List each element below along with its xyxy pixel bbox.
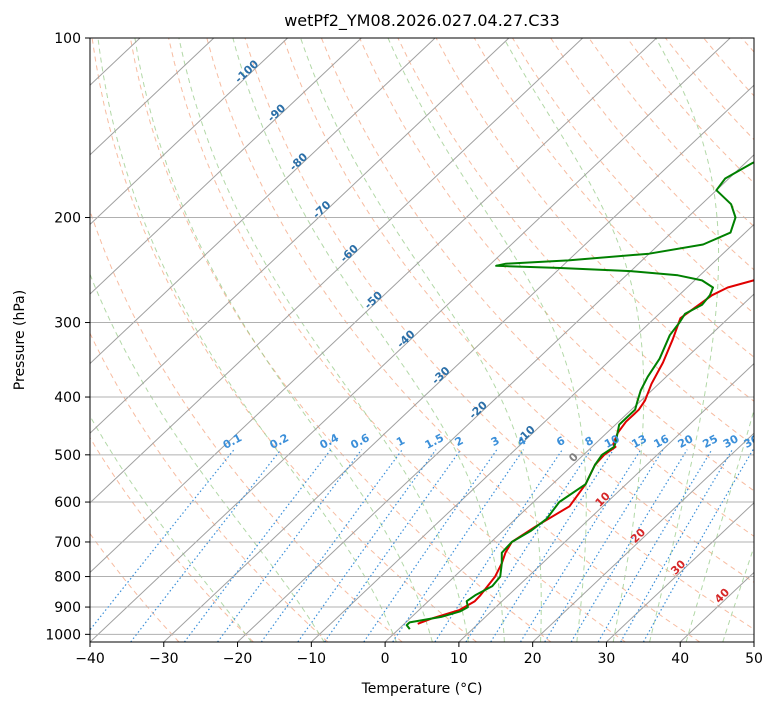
y-tick-label: 800: [54, 570, 81, 586]
mixing-ratio-line: [130, 449, 282, 642]
isotherm-line: [384, 293, 754, 642]
mixing-ratio-line: [597, 449, 713, 642]
y-tick-label: 400: [54, 390, 81, 406]
y-tick-label: 300: [54, 316, 81, 332]
x-tick-label: 40: [671, 651, 689, 667]
isotherm-line: [90, 38, 584, 504]
isotherm-line: [606, 502, 754, 642]
x-tick-label: 10: [450, 651, 468, 667]
dry-adiabat: [129, 38, 552, 642]
moist-adiabat: [300, 38, 542, 642]
isotherm-line: [310, 223, 754, 642]
plot-background: [90, 38, 754, 642]
isotherm-line: [90, 38, 436, 365]
mixing-ratio-label: 36: [742, 432, 762, 451]
y-tick-label: 700: [54, 535, 81, 551]
isotherm-line: [163, 84, 754, 642]
x-tick-label: −30: [149, 651, 179, 667]
temperature-profile: [417, 279, 754, 625]
x-tick-label: 30: [598, 651, 616, 667]
moist-adiabat: [134, 38, 433, 642]
mixing-ratio-label: 10: [602, 432, 622, 451]
moist-adiabat: [90, 272, 325, 642]
mixing-ratio-line: [434, 449, 563, 642]
moist-adiabat: [178, 38, 469, 642]
dry-adiabat: [359, 38, 754, 492]
y-tick-label: 500: [54, 448, 81, 464]
dry-adiabat: [320, 38, 754, 537]
plot-frame: [89, 37, 755, 643]
dry-adiabat: [397, 38, 754, 447]
isotherm-line: [458, 362, 754, 642]
isotherm-line: [90, 38, 657, 574]
mixing-ratio-line: [465, 449, 592, 642]
isotherm-line: [753, 641, 754, 642]
axis-ticks: −40 −30 −20 −10 0 10 20 30 40 50 100 200 300 400 500 60…: [45, 31, 763, 667]
dry-adiabat: [206, 38, 701, 642]
dry-adiabat: [512, 38, 754, 315]
x-axis-title: Temperature (°C): [361, 681, 483, 697]
x-tick-label: −10: [297, 651, 327, 667]
dewpoint-profile: [405, 161, 754, 630]
y-tick-label: 600: [54, 495, 81, 511]
isotherm-line: [90, 38, 362, 295]
y-tick-label: 100: [54, 31, 81, 47]
dry-adiabat: [90, 532, 180, 642]
plot-area: [0, 38, 754, 642]
mixing-ratio-line: [324, 449, 462, 642]
mixing-ratio-line: [490, 449, 615, 642]
dry-adiabat: [282, 38, 754, 583]
dry-adiabat: [168, 38, 626, 642]
moist-adiabat: [685, 408, 754, 642]
mixing-ratio-line: [90, 449, 235, 631]
isotherm-line: [532, 432, 754, 642]
moist-adiabat: [503, 38, 645, 642]
y-tick-label: 1000: [45, 627, 81, 643]
mixing-ratio-line: [363, 449, 498, 642]
x-tick-label: −20: [223, 651, 253, 667]
x-tick-label: 20: [524, 651, 542, 667]
mixing-ratio-line: [519, 449, 642, 642]
dry-adiabat: [90, 209, 403, 642]
mixing-ratio-line: [297, 449, 437, 642]
isotherm-line: [90, 38, 510, 434]
chart-title: wetPf2_YM08.2026.027.04.27.C33: [284, 11, 560, 31]
x-tick-label: 0: [381, 651, 390, 667]
x-tick-label: 50: [745, 651, 763, 667]
x-tick-label: −40: [75, 651, 105, 667]
isotherm-line: [90, 38, 215, 156]
y-tick-label: 900: [54, 600, 81, 616]
mixing-ratio-label: 25: [700, 432, 720, 451]
isotherm-line: [90, 38, 288, 226]
mixing-ratio-label: 16: [652, 432, 672, 451]
dry-adiabat: [91, 38, 477, 642]
mixing-ratio-label: 30: [721, 432, 741, 451]
dry-adiabat: [90, 436, 254, 642]
mixing-ratio-line: [392, 449, 524, 642]
isotherm-line: [0, 38, 66, 642]
dry-adiabat: [244, 38, 754, 630]
isotherm-line: [90, 38, 731, 642]
mixing-ratio-line: [260, 449, 403, 642]
mixing-ratio-line: [217, 449, 363, 642]
y-axis-title: Pressure (hPa): [12, 290, 28, 390]
mixing-ratio-line: [570, 449, 688, 642]
mixing-ratio-label: 20: [676, 432, 696, 451]
mixing-ratio-label: 13: [629, 432, 649, 451]
y-tick-label: 200: [54, 211, 81, 227]
moist-adiabat: [97, 38, 397, 642]
moist-adiabat: [387, 38, 587, 642]
isotherm-line: [237, 154, 754, 642]
